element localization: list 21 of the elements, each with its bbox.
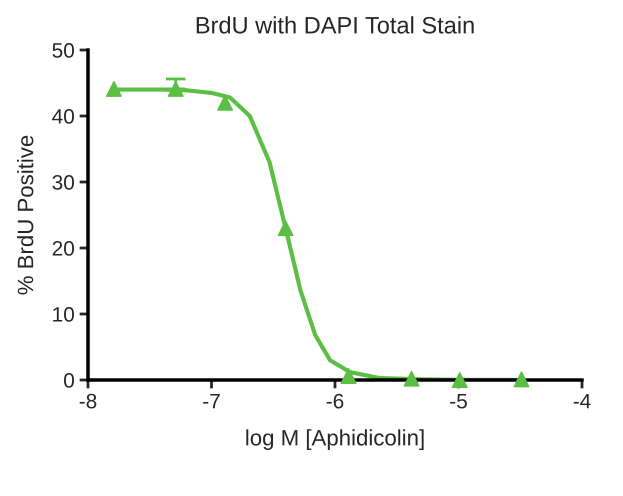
point: [452, 372, 468, 388]
y-tick-label: 0: [64, 373, 74, 388]
point: [404, 370, 420, 387]
point: [106, 80, 122, 97]
chart-title: BrdU with DAPI Total Stain: [196, 16, 474, 34]
point: [340, 368, 357, 384]
x-tick-label: -6: [326, 394, 344, 408]
x-tick-label: -7: [203, 394, 220, 408]
point: [168, 80, 184, 97]
y-tick-label: 30: [52, 175, 74, 190]
y-tick-label: 10: [53, 307, 74, 322]
y-tick-label: 20: [52, 241, 74, 256]
point: [514, 371, 530, 388]
y-tick-label: 40: [52, 109, 74, 124]
y-tick-label: 50: [52, 43, 74, 58]
x-axis-title: log M [Aphidicolin]: [246, 429, 424, 450]
x-tick-label: -5: [450, 394, 467, 408]
y-axis-title: % BrdU Positive: [17, 136, 34, 294]
x-tick-label: -4: [574, 394, 591, 408]
point: [278, 220, 294, 236]
x-tick-label: -8: [80, 394, 96, 408]
